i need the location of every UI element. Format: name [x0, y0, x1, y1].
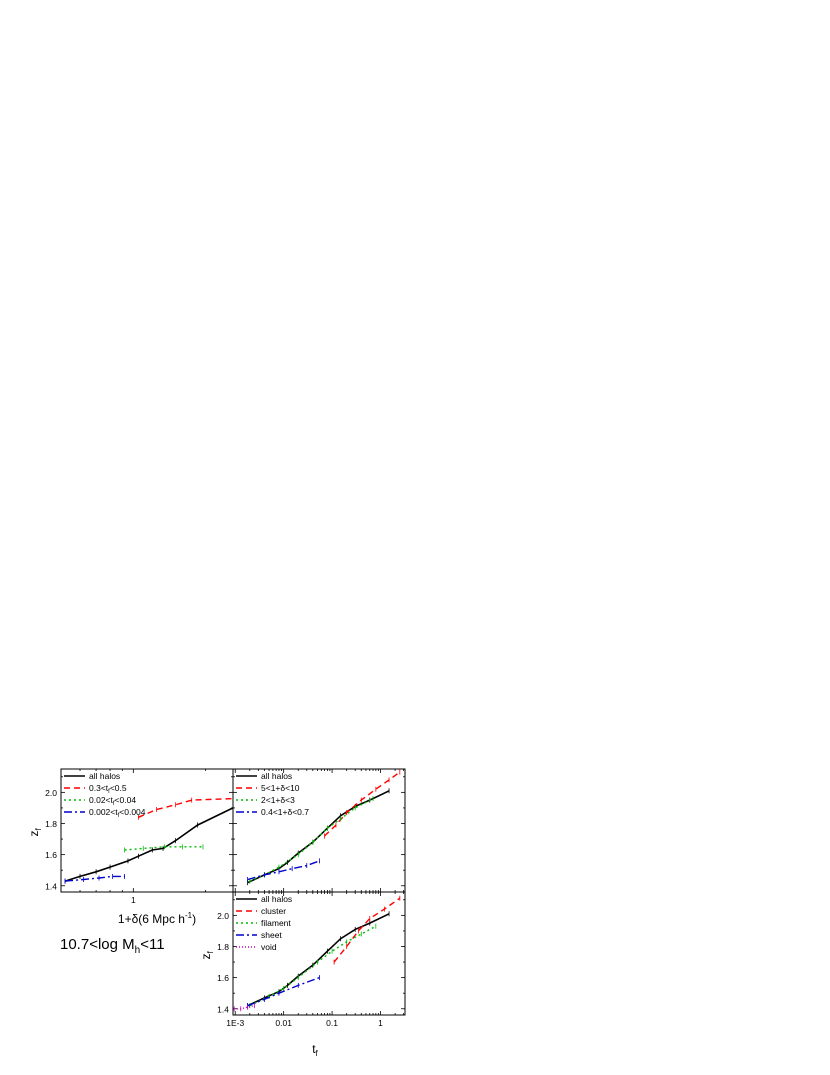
mass-range-label: 10.7<log Mh<11 — [60, 936, 165, 956]
x-tick-label: 1 — [131, 895, 136, 905]
y-tick-label: 1.8 — [217, 942, 229, 952]
series-line — [247, 860, 320, 881]
y-tick-label: 1.4 — [217, 1004, 229, 1014]
legend-label: filament — [261, 918, 291, 928]
panel-top-right: all halos 5<1+δ<10 2<1+δ<3 0.4<1+δ<0.7 — [232, 768, 406, 893]
plot-frame — [60, 768, 234, 893]
x-tick-label: 0.1 — [326, 1018, 338, 1028]
legend-label: 2<1+δ<3 — [261, 795, 295, 805]
y-axis-label: zf — [27, 828, 43, 837]
y-tick-label: 1.4 — [45, 881, 57, 891]
series-line — [234, 1005, 255, 1010]
series-line — [247, 976, 320, 1007]
panels: 1.4 1.6 1.8 2.0 1 zf 1+δ(6 Mpc h-1) all halos 0.… — [27, 768, 406, 1058]
y-tick-label: 2.0 — [217, 911, 229, 921]
legend-label: all halos — [261, 771, 292, 781]
y-tick-label: 1.6 — [217, 973, 229, 983]
legend-label: sheet — [261, 930, 282, 940]
series-line — [138, 797, 234, 818]
legend-label: 0.02<tf<0.04 — [89, 795, 136, 807]
panel-bottom-right: 1.4 1.6 1.8 2.0 1E-3 0.01 0.1 1 zf tf all halos clu… — [199, 891, 406, 1058]
legend-label: cluster — [261, 906, 286, 916]
y-tick-label: 2.0 — [45, 788, 57, 798]
series-line — [333, 897, 401, 963]
y-tick-label: 1.6 — [45, 850, 57, 860]
plot-frame — [232, 891, 406, 1016]
legend-label: 0.002<tf<0.004 — [89, 807, 146, 819]
x-tick-label: 1 — [378, 1018, 383, 1028]
y-axis-label: zf — [199, 951, 215, 960]
legend-label: all halos — [89, 771, 120, 781]
y-tick-label: 1.8 — [45, 819, 57, 829]
legend-label: 0.4<1+δ<0.7 — [261, 807, 309, 817]
legend-label: all halos — [261, 894, 292, 904]
legend-label: 5<1+δ<10 — [261, 783, 300, 793]
series-line — [64, 807, 234, 882]
panel-top-left: 1.4 1.6 1.8 2.0 1 zf 1+δ(6 Mpc h-1) all halos 0.… — [27, 768, 234, 926]
legend-label: void — [261, 942, 277, 952]
x-tick-label: 0.01 — [275, 1018, 292, 1028]
x-tick-label: 1E-3 — [226, 1018, 244, 1028]
series-line — [249, 797, 374, 882]
x-axis-label: tf — [312, 1042, 318, 1058]
legend-label: 0.3<tf<0.5 — [89, 783, 127, 795]
x-axis-label: 1+δ(6 Mpc h-1) — [118, 911, 196, 926]
